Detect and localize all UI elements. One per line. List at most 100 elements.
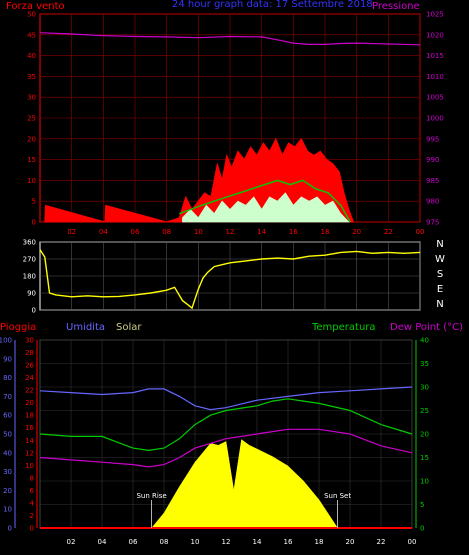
- legend-temperature: Temperatura: [311, 322, 376, 333]
- y-rain-tick-label: 14: [25, 437, 34, 445]
- x-tick-label: 06: [129, 538, 138, 546]
- x-tick-label: 00: [416, 228, 425, 236]
- y-rain-tick-label: 12: [25, 449, 34, 457]
- top-left-title: Forza vento: [6, 1, 65, 12]
- sun-rise-label: Sun Rise: [136, 492, 166, 500]
- x-tick-label: 14: [257, 228, 266, 236]
- y-right-tick-label: 1020: [426, 31, 444, 39]
- humidity-line: [39, 386, 413, 411]
- y-rain-tick-label: 8: [30, 474, 34, 482]
- x-tick-label: 04: [99, 228, 108, 236]
- y-humidity-tick-label: 100: [0, 337, 12, 345]
- x-tick-label: 22: [377, 538, 386, 546]
- x-tick-label: 12: [226, 228, 235, 236]
- x-tick-label: 00: [408, 538, 417, 546]
- y-right-tick-label: 975: [426, 219, 439, 227]
- x-tick-label: 02: [67, 538, 76, 546]
- wind-direction-line: [39, 249, 421, 310]
- y-humidity-tick-label: 0: [8, 525, 12, 533]
- temp-humidity-panel: 0510152025303540010203040506070809010002…: [0, 337, 429, 547]
- y-rain-tick-label: 24: [25, 374, 34, 382]
- y-humidity-tick-label: 60: [3, 412, 12, 420]
- y-tick-label: 270: [23, 256, 36, 264]
- y-left-tick-label: 15: [27, 156, 36, 164]
- y-left-tick-label: 30: [27, 94, 36, 102]
- y-rain-tick-label: 18: [25, 412, 34, 420]
- x-tick-label: 16: [289, 228, 298, 236]
- sun-set-label: Sun Set: [324, 492, 351, 500]
- top-right-title: Pressione: [372, 1, 420, 12]
- y-right-tick-label: 990: [426, 156, 439, 164]
- compass-label-e: E: [437, 284, 443, 295]
- compass-label-n: N: [436, 239, 443, 250]
- y-right-tick-label: 1015: [426, 52, 444, 60]
- x-tick-label: 20: [352, 228, 361, 236]
- wind-pressure-panel: 0510152025303540455097598098599099510001…: [27, 11, 444, 237]
- y-right-tick-label: 0: [420, 525, 424, 533]
- y-right-tick-label: 995: [426, 135, 439, 143]
- y-rain-tick-label: 2: [30, 512, 34, 520]
- y-tick-label: 0: [32, 307, 36, 315]
- legend-dew-point: Dew Point (°C): [390, 322, 463, 333]
- y-rain-tick-label: 28: [25, 349, 34, 357]
- y-rain-tick-label: 0: [30, 525, 34, 533]
- legend-rain: Pioggia: [0, 322, 36, 333]
- wind-speed-line: [179, 179, 351, 223]
- y-right-tick-label: 980: [426, 198, 439, 206]
- y-left-tick-label: 35: [27, 73, 36, 81]
- y-humidity-tick-label: 40: [3, 449, 12, 457]
- y-right-tick-label: 5: [420, 501, 424, 509]
- y-rain-tick-label: 6: [30, 487, 35, 495]
- x-tick-label: 22: [384, 228, 393, 236]
- x-tick-label: 14: [253, 538, 262, 546]
- y-right-tick-label: 985: [426, 177, 439, 185]
- y-right-tick-label: 40: [420, 337, 429, 345]
- wind-low-area: [182, 192, 350, 223]
- y-rain-tick-label: 10: [25, 462, 34, 470]
- x-tick-label: 16: [284, 538, 293, 546]
- x-tick-label: 08: [162, 228, 171, 236]
- legend-humidity: Umidita: [66, 322, 105, 333]
- y-tick-label: 180: [23, 273, 36, 281]
- x-tick-label: 20: [346, 538, 355, 546]
- y-humidity-tick-label: 10: [3, 506, 12, 514]
- y-right-tick-label: 1000: [426, 115, 444, 123]
- x-tick-label: 18: [315, 538, 324, 546]
- pressure-line: [39, 32, 421, 46]
- x-tick-label: 12: [222, 538, 231, 546]
- y-right-tick-label: 30: [420, 384, 429, 392]
- y-left-tick-label: 45: [27, 31, 36, 39]
- y-left-tick-label: 50: [27, 11, 36, 19]
- y-right-tick-label: 25: [420, 407, 429, 415]
- legend-solar: Solar: [116, 322, 142, 333]
- x-tick-label: 18: [321, 228, 330, 236]
- y-left-tick-label: 5: [32, 198, 36, 206]
- y-humidity-tick-label: 90: [3, 355, 12, 363]
- y-tick-label: 90: [27, 290, 36, 298]
- y-rain-tick-label: 22: [25, 387, 34, 395]
- y-right-tick-label: 1025: [426, 11, 444, 19]
- x-tick-label: 10: [191, 538, 200, 546]
- y-left-tick-label: 10: [27, 177, 36, 185]
- compass-label-w: W: [435, 254, 445, 265]
- x-tick-label: 02: [67, 228, 76, 236]
- compass-label-n: N: [436, 299, 443, 310]
- y-right-tick-label: 10: [420, 478, 429, 486]
- solar-area: [151, 439, 339, 529]
- y-left-tick-label: 40: [27, 52, 36, 60]
- y-right-tick-label: 20: [420, 431, 429, 439]
- y-humidity-tick-label: 70: [3, 393, 12, 401]
- y-humidity-tick-label: 20: [3, 487, 12, 495]
- x-tick-label: 08: [160, 538, 169, 546]
- x-tick-label: 04: [98, 538, 107, 546]
- y-humidity-tick-label: 80: [3, 374, 12, 382]
- temperature-line: [39, 398, 413, 452]
- y-right-tick-label: 1010: [426, 73, 444, 81]
- x-tick-label: 06: [131, 228, 140, 236]
- y-rain-tick-label: 4: [30, 499, 35, 507]
- y-rain-tick-label: 16: [25, 424, 34, 432]
- y-rain-tick-label: 26: [25, 362, 34, 370]
- compass-label-s: S: [437, 269, 443, 280]
- y-left-tick-label: 25: [27, 115, 36, 123]
